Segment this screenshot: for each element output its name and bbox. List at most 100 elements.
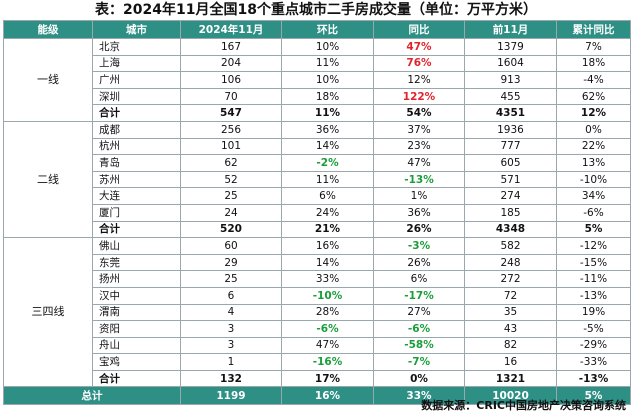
city-cell: 合计 — [92, 369, 181, 388]
mom-cell: 36% — [281, 120, 374, 139]
ytd-cell: 605 — [464, 154, 557, 172]
header-yoy: 同比 — [373, 20, 465, 39]
ytd-cell: 72 — [464, 286, 557, 305]
mom-cell: -10% — [281, 286, 374, 305]
ytd-cell: 185 — [464, 203, 557, 222]
table-row: 苏州 52 11% -13% 571 -10% — [4, 170, 631, 189]
yoy-cell: 47% — [373, 38, 465, 56]
nov-cell: 520 — [180, 220, 282, 239]
table-row: 一线 北京 167 10% 47% 1379 7% — [3, 38, 631, 122]
ytd-yoy-cell: 7% — [556, 38, 631, 56]
yoy-cell: 0% — [373, 369, 465, 388]
city-cell: 厦门 — [92, 203, 181, 222]
table-row: 三四线 佛山 60 16% -3% 582 -12% — [3, 237, 631, 388]
nov-cell: 25 — [180, 187, 282, 205]
city-cell: 青岛 — [92, 154, 181, 172]
ytd-cell: 913 — [464, 71, 557, 89]
total-label: 总计 — [3, 386, 181, 406]
header-city: 城市 — [92, 20, 181, 39]
yoy-cell: 54% — [373, 104, 465, 122]
ytd-yoy-cell: -11% — [556, 270, 631, 288]
ytd-cell: 455 — [464, 87, 557, 106]
yoy-cell: 6% — [373, 270, 465, 288]
nov-cell: 3 — [180, 336, 282, 355]
ytd-cell: 82 — [464, 336, 557, 355]
mom-cell: 11% — [281, 104, 374, 122]
nov-cell: 52 — [180, 170, 282, 189]
nov-cell: 6 — [180, 286, 282, 305]
yoy-cell: 26% — [373, 253, 465, 272]
nov-cell: 132 — [180, 369, 282, 388]
yoy-cell: -6% — [373, 320, 465, 338]
ytd-yoy-cell: 12% — [556, 104, 631, 122]
city-cell: 资阳 — [92, 320, 181, 338]
nov-cell: 25 — [180, 270, 282, 288]
ytd-yoy-cell: -10% — [556, 170, 631, 189]
mom-cell: 21% — [281, 220, 374, 239]
yoy-cell: 37% — [373, 120, 465, 139]
nov-cell: 62 — [180, 154, 282, 172]
transaction-table: 能级 城市 2024年11月 环比 同比 前11月 累计同比 一线 北京 167 10… — [3, 20, 631, 406]
table-row: 舟山 3 47% -58% 82 -29% — [4, 336, 631, 355]
total-yoy-cell: 33% — [373, 386, 465, 406]
mom-cell: 33% — [281, 270, 374, 288]
nov-cell: 60 — [180, 237, 282, 255]
table-row: 深圳 70 18% 122% 455 62% — [4, 87, 631, 106]
table-row: 厦门 24 24% 36% 185 -6% — [4, 203, 631, 222]
city-cell: 广州 — [92, 71, 181, 89]
table-row: 宝鸡 1 -16% -7% 16 -33% — [4, 353, 631, 371]
city-cell: 上海 — [92, 54, 181, 73]
city-cell: 深圳 — [92, 87, 181, 106]
mom-cell: -6% — [281, 320, 374, 338]
table-row: 杭州 101 14% 23% 777 22% — [4, 137, 631, 156]
total-mom-cell: 16% — [281, 386, 374, 406]
table-row: 上海 204 11% 76% 1604 18% — [4, 54, 631, 73]
ytd-cell: 4351 — [464, 104, 557, 122]
header-nov: 2024年11月 — [180, 20, 282, 39]
ytd-yoy-cell: -15% — [556, 253, 631, 272]
table-row: 青岛 62 -2% 47% 605 13% — [4, 154, 631, 172]
table-row: 资阳 3 -6% -6% 43 -5% — [4, 320, 631, 338]
mom-cell: 14% — [281, 253, 374, 272]
ytd-cell: 248 — [464, 253, 557, 272]
yoy-cell: 47% — [373, 154, 465, 172]
nov-cell: 29 — [180, 253, 282, 272]
yoy-cell: 12% — [373, 71, 465, 89]
city-cell: 扬州 — [92, 270, 181, 288]
table-row: 二线 成都 256 36% 37% 1936 0% — [3, 120, 631, 239]
nov-cell: 101 — [180, 137, 282, 156]
mom-cell: 10% — [281, 71, 374, 89]
mom-cell: 17% — [281, 369, 374, 388]
table-row: 东莞 29 14% 26% 248 -15% — [4, 253, 631, 272]
mom-cell: 28% — [281, 303, 374, 322]
mom-cell: 18% — [281, 87, 374, 106]
yoy-cell: 26% — [373, 220, 465, 239]
mom-cell: 14% — [281, 137, 374, 156]
mom-cell: -16% — [281, 353, 374, 371]
mom-cell: 11% — [281, 170, 374, 189]
ytd-yoy-cell: 34% — [556, 187, 631, 205]
yoy-cell: 122% — [373, 87, 465, 106]
subtotal-row: 合计 132 17% 0% 1321 -13% — [4, 369, 631, 388]
header-tier: 能级 — [3, 20, 93, 39]
total-row: 总计 1199 16% 33% 10020 5% — [3, 386, 631, 406]
header-row: 能级 城市 2024年11月 环比 同比 前11月 累计同比 — [3, 20, 631, 39]
city-cell: 杭州 — [92, 137, 181, 156]
ytd-yoy-cell: 13% — [556, 154, 631, 172]
header-ytd-yoy: 累计同比 — [556, 20, 631, 39]
nov-cell: 167 — [180, 38, 282, 56]
ytd-cell: 35 — [464, 303, 557, 322]
yoy-cell: 23% — [373, 137, 465, 156]
ytd-yoy-cell: 18% — [556, 54, 631, 73]
nov-cell: 24 — [180, 203, 282, 222]
ytd-yoy-cell: -6% — [556, 203, 631, 222]
mom-cell: -2% — [281, 154, 374, 172]
yoy-cell: -58% — [373, 336, 465, 355]
nov-cell: 547 — [180, 104, 282, 122]
city-cell: 苏州 — [92, 170, 181, 189]
ytd-cell: 16 — [464, 353, 557, 371]
ytd-yoy-cell: -13% — [556, 369, 631, 388]
ytd-cell: 4348 — [464, 220, 557, 239]
city-cell: 成都 — [92, 120, 181, 139]
nov-cell: 4 — [180, 303, 282, 322]
